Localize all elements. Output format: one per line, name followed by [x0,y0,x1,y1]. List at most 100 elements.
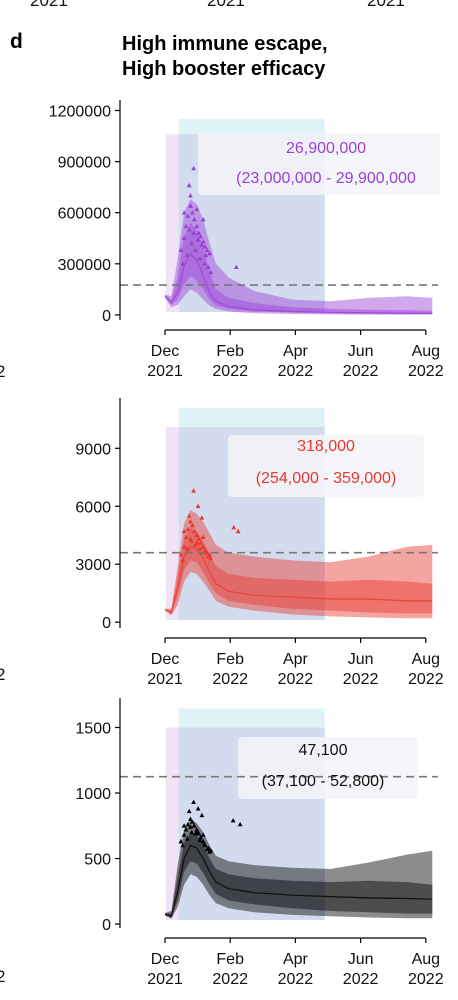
y-tick-label: 0 [102,917,111,934]
observed-point [200,544,206,549]
observed-point [200,534,206,539]
median-line [164,252,433,314]
y-tick-label: 6000 [75,499,111,516]
median-line [164,546,433,614]
observed-point [188,536,193,541]
observed-point [181,210,187,215]
uncertainty-band-outer [165,819,433,919]
x-tick-label: 2022 [343,671,379,688]
panel-title-line: High immune escape, [122,33,328,55]
observed-point [194,827,200,832]
observed-point [199,812,205,818]
x-tick-label: 2022 [278,971,314,988]
clipped-edge-label: 2 [0,967,6,986]
observed-point [183,534,189,539]
y-tick-label: 0 [102,615,111,632]
observed-point [191,230,197,235]
observed-point [197,546,203,551]
observed-point [205,264,211,270]
observed-point [191,165,197,171]
observed-point [186,182,192,188]
x-tick-label: Dec [151,343,179,360]
observed-point [196,536,202,541]
observed-point [184,252,190,258]
observed-point [186,808,192,814]
y-tick-label: 1000 [75,786,111,803]
observed-point [178,838,184,844]
chart-panel: 0 500 1000 1500 Dec 2021 Feb 2022 Apr 2022 Jun 2022… [75,698,444,988]
clipped-tick-label: 2021 [367,0,405,10]
y-tick-label: 600000 [58,206,111,223]
observed-point [185,213,191,218]
observed-point [185,526,191,532]
chart-panel: 0 3000 6000 9000 Dec 2021 Feb 2022 Apr 2022 Jun 202… [75,398,444,688]
clipped-tick-label: 2021 [30,0,68,10]
observed-point [181,544,187,549]
observed-point [191,216,197,222]
observed-point [194,540,200,545]
observed-point [198,834,204,840]
observed-point [189,522,195,528]
panel-title-line: High booster efficacy [122,58,326,80]
y-tick-label: 9000 [75,441,111,458]
observed-point [180,842,186,848]
observed-point [191,823,197,828]
observed-point [208,555,214,561]
observed-point [203,252,209,258]
clipped-tick-label: 2021 [207,0,245,10]
observed-point [191,799,197,805]
observed-point [195,237,201,242]
observed-point [199,242,205,247]
observed-point [181,832,187,837]
observed-point [180,261,186,266]
x-tick-label: 2022 [408,971,444,988]
x-tick-label: 2022 [212,671,248,688]
y-tick-label: 300000 [58,257,111,274]
observed-point [197,837,203,843]
y-tick-label: 500 [84,852,111,869]
observed-point [181,823,187,828]
annotation-total: 26,900,000 [286,140,366,157]
x-tick-label: Feb [216,651,244,668]
observed-point [202,841,207,846]
observed-point [208,848,214,853]
observed-point [188,824,193,829]
observed-point [191,488,197,493]
observed-point [189,829,195,835]
shaded-period-lavender [165,427,179,620]
observed-point [194,223,200,229]
y-tick-label: 1500 [75,721,111,738]
x-tick-label: Aug [412,651,440,668]
panel-letter: d [10,30,23,53]
observed-point [194,206,200,212]
uncertainty-band-inner [165,527,433,615]
x-tick-label: Dec [151,651,179,668]
median-line [164,844,433,917]
observed-point [181,235,187,241]
observed-point [180,557,186,563]
chart-panel: 0 300000 600000 900000 1200000 Dec 2021 Feb 2022… [49,100,444,380]
observed-point [186,227,192,232]
observed-point [184,546,190,551]
observed-point [230,817,236,823]
observed-point [237,821,243,827]
x-tick-label: Aug [412,951,440,968]
observed-point [185,821,191,827]
observed-point [204,247,210,252]
observed-point [186,513,192,518]
observed-point [208,269,214,275]
observed-point [231,524,237,530]
x-tick-label: Apr [283,343,309,360]
x-tick-label: Aug [412,343,440,360]
observed-point [189,240,195,246]
observed-point [202,244,208,249]
observed-point [205,845,211,850]
y-tick-label: 900000 [58,155,111,172]
annotation-range: (23,000,000 - 29,900,000 [236,170,416,187]
x-tick-label: 2022 [343,363,379,380]
x-tick-label: 2021 [147,671,183,688]
observed-point [199,515,205,520]
annotation-range: (254,000 - 359,000) [256,470,397,487]
observed-point [202,261,207,266]
observed-point [189,819,195,824]
